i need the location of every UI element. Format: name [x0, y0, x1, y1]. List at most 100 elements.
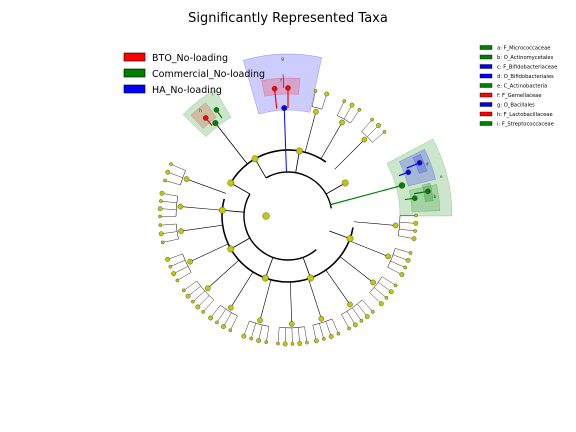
cladogram-node-180	[346, 235, 354, 242]
cladogram-node-169	[313, 108, 319, 115]
cladogram-branch-150	[320, 122, 343, 159]
cladogram-branch-91	[223, 312, 232, 327]
cladogram-branch-137	[160, 200, 177, 204]
cladogram-node-15	[411, 236, 417, 242]
cladogram-node-72	[282, 341, 288, 347]
cladogram-branch-95	[210, 305, 221, 319]
cladogram-branch-75	[259, 279, 272, 321]
key-swatch-f	[479, 92, 493, 98]
cladogram-branch-128	[160, 223, 177, 226]
key-label-e: e: C_Actinobacteria	[497, 84, 547, 90]
cladogram-branch-100	[203, 299, 214, 313]
cladogram-branch-126	[161, 231, 178, 235]
cladogram-node-105	[191, 299, 195, 304]
cladogram-node-61	[313, 338, 319, 344]
cladogram-node-96	[208, 315, 214, 321]
cladogram-branch-166	[372, 131, 385, 143]
cladogram-branch-135	[160, 208, 177, 210]
cladogram-node-109	[181, 288, 186, 293]
cladogram-node-192	[251, 155, 259, 163]
clade-letter-e: e	[440, 175, 443, 180]
cladogram-branch-146	[167, 172, 183, 178]
cladogram-arc-7	[397, 215, 401, 236]
key-swatch-g	[479, 102, 493, 107]
cladogram-tree	[159, 74, 428, 344]
cladogram-arc-3	[221, 198, 354, 283]
cladogram-branch-159	[334, 139, 365, 170]
cladogram-branch-124	[162, 238, 179, 243]
cladogram-node-33	[388, 289, 394, 295]
cladogram-branch-117	[170, 260, 186, 267]
cladogram-branch-23	[390, 260, 406, 268]
cladogram-node-165	[376, 123, 381, 128]
cladogram-branch-67	[298, 327, 300, 344]
cladogram-arc-64	[279, 326, 305, 329]
group-legend-swatch-commercial	[123, 68, 146, 78]
cladogram-branch-58	[319, 323, 325, 339]
cladogram-node-182	[307, 274, 314, 282]
cladogram-branch-102	[197, 295, 210, 308]
cladogram-branch-204	[283, 108, 287, 173]
cladogram-node-24	[403, 265, 407, 270]
cladogram-branch-144	[164, 180, 181, 186]
cladogram-branch-191	[254, 158, 267, 179]
cladogram-branch-171	[311, 90, 316, 107]
cladogram-node-68	[297, 341, 303, 346]
cladogram-node-199	[416, 160, 423, 166]
key-label-f: f: F_Gemellaceae	[497, 93, 542, 99]
cladogram-node-48	[352, 322, 358, 328]
cladogram-branch-36	[369, 292, 382, 304]
cladogram-branch-56	[325, 321, 332, 337]
cladogram-node-20	[408, 251, 413, 255]
group-legend-label-commercial: Commercial_No-loading	[152, 69, 265, 80]
cladogram-node-74	[276, 341, 280, 346]
cladogram-node-9	[414, 213, 418, 218]
cladogram-branch-21	[393, 254, 409, 261]
cladogram-branch-157	[350, 109, 360, 124]
cladogram-node-176	[296, 147, 303, 155]
cladogram-node-174	[324, 91, 330, 97]
cladogram-node-98	[204, 285, 211, 292]
cladogram-branch-47	[346, 311, 356, 325]
cladogram-node-114	[175, 278, 180, 283]
cladogram-branch-69	[291, 327, 293, 344]
key-swatch-e	[479, 83, 493, 88]
cladogram-branch-155	[343, 105, 353, 120]
cladogram-branch-60	[312, 325, 317, 341]
cladogram-arc-4	[230, 149, 327, 184]
cladogram-branch-25	[387, 267, 402, 275]
clade-letter-layer: a b c d e f g h i	[199, 57, 443, 200]
cladogram-node-101	[201, 310, 205, 314]
cladogram-branch-12	[399, 228, 416, 232]
cladogram-branch-187	[222, 209, 245, 213]
cladogram-node-35	[384, 296, 389, 300]
cladogram-node-46	[359, 319, 364, 323]
cladogram-branch-162	[361, 119, 373, 132]
cladogram-node-160	[361, 136, 368, 143]
cladogram-node-149	[169, 162, 173, 166]
cladogram-node-154	[342, 99, 347, 103]
cladogram-node-31	[393, 283, 398, 288]
cladogram-node-156	[349, 102, 355, 108]
cladogram-branch-168	[304, 111, 317, 153]
cladogram-node-203	[425, 188, 431, 195]
cladogram-node-83	[249, 336, 253, 341]
group-legend-label-ha: HA_No-loading	[152, 85, 222, 96]
cladogram-node-17	[385, 253, 391, 260]
cladogram-branch-34	[374, 287, 387, 298]
cladogram-node-186	[227, 245, 235, 253]
cladogram-branch-82	[250, 323, 256, 339]
cladogram-node-107	[185, 293, 191, 299]
cladogram-node-142	[183, 176, 190, 182]
cladogram-arc-1	[265, 171, 333, 209]
cladogram-branch-51	[308, 278, 322, 319]
cladogram-node-13	[413, 229, 417, 233]
cladogram-arc-112	[182, 253, 192, 273]
cladogram-branch-10	[399, 222, 416, 224]
cladogram-node-140	[159, 190, 165, 196]
clade-shading-layer	[182, 53, 453, 217]
cladogram-arc-2	[243, 193, 317, 261]
clade-letter-f: f	[280, 78, 282, 84]
clade-shading-e	[386, 138, 453, 217]
